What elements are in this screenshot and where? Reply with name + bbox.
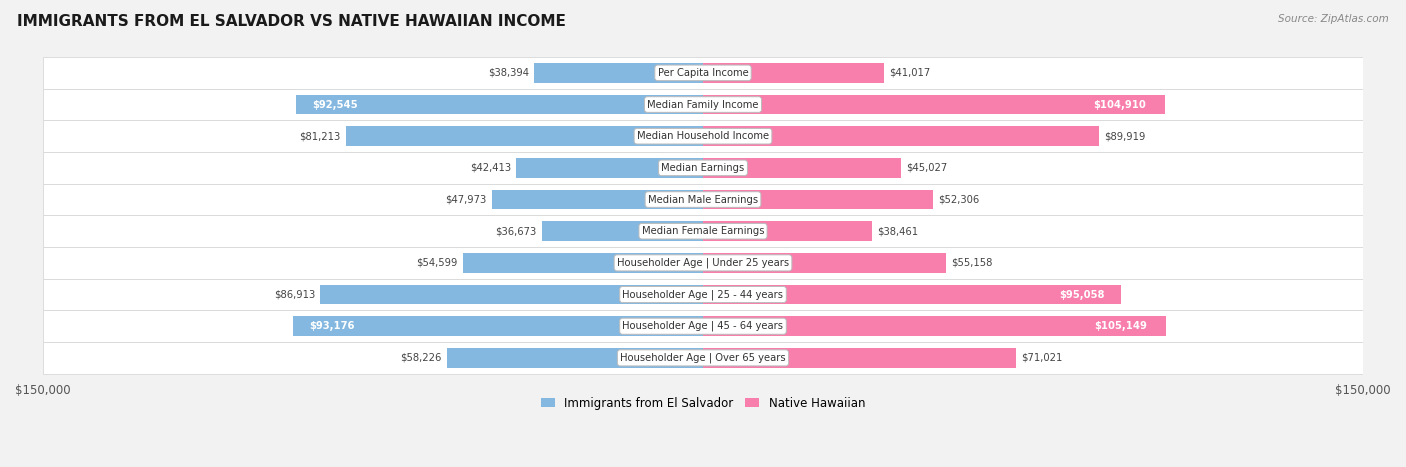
FancyBboxPatch shape — [321, 285, 703, 304]
Text: Per Capita Income: Per Capita Income — [658, 68, 748, 78]
Text: $95,058: $95,058 — [1059, 290, 1105, 299]
Text: $38,394: $38,394 — [488, 68, 529, 78]
Text: $89,919: $89,919 — [1104, 131, 1146, 141]
Text: Median Female Earnings: Median Female Earnings — [641, 226, 765, 236]
Text: $86,913: $86,913 — [274, 290, 315, 299]
FancyBboxPatch shape — [292, 317, 703, 336]
FancyBboxPatch shape — [534, 63, 703, 83]
Text: $47,973: $47,973 — [446, 195, 486, 205]
Text: $58,226: $58,226 — [401, 353, 441, 363]
Text: Median Earnings: Median Earnings — [661, 163, 745, 173]
Text: $54,599: $54,599 — [416, 258, 457, 268]
Text: $104,910: $104,910 — [1094, 99, 1146, 110]
FancyBboxPatch shape — [42, 215, 1364, 247]
FancyBboxPatch shape — [703, 190, 934, 209]
FancyBboxPatch shape — [295, 95, 703, 114]
FancyBboxPatch shape — [42, 89, 1364, 120]
Text: $105,149: $105,149 — [1094, 321, 1147, 331]
FancyBboxPatch shape — [541, 221, 703, 241]
FancyBboxPatch shape — [42, 184, 1364, 215]
Text: Householder Age | 25 - 44 years: Householder Age | 25 - 44 years — [623, 289, 783, 300]
FancyBboxPatch shape — [42, 120, 1364, 152]
FancyBboxPatch shape — [42, 342, 1364, 374]
Text: $36,673: $36,673 — [495, 226, 536, 236]
FancyBboxPatch shape — [703, 158, 901, 177]
Text: Median Male Earnings: Median Male Earnings — [648, 195, 758, 205]
FancyBboxPatch shape — [42, 247, 1364, 279]
Text: $55,158: $55,158 — [950, 258, 993, 268]
FancyBboxPatch shape — [42, 311, 1364, 342]
FancyBboxPatch shape — [703, 285, 1122, 304]
FancyBboxPatch shape — [42, 152, 1364, 184]
Text: Householder Age | 45 - 64 years: Householder Age | 45 - 64 years — [623, 321, 783, 332]
Text: Median Household Income: Median Household Income — [637, 131, 769, 141]
FancyBboxPatch shape — [703, 221, 872, 241]
Text: Median Family Income: Median Family Income — [647, 99, 759, 110]
Text: Householder Age | Over 65 years: Householder Age | Over 65 years — [620, 353, 786, 363]
FancyBboxPatch shape — [703, 253, 946, 273]
FancyBboxPatch shape — [463, 253, 703, 273]
Text: $41,017: $41,017 — [889, 68, 929, 78]
Text: $38,461: $38,461 — [877, 226, 918, 236]
Text: $92,545: $92,545 — [312, 99, 357, 110]
FancyBboxPatch shape — [703, 95, 1164, 114]
FancyBboxPatch shape — [703, 127, 1098, 146]
FancyBboxPatch shape — [703, 348, 1015, 368]
FancyBboxPatch shape — [42, 279, 1364, 311]
FancyBboxPatch shape — [703, 63, 883, 83]
Text: Householder Age | Under 25 years: Householder Age | Under 25 years — [617, 258, 789, 268]
Text: Source: ZipAtlas.com: Source: ZipAtlas.com — [1278, 14, 1389, 24]
Text: IMMIGRANTS FROM EL SALVADOR VS NATIVE HAWAIIAN INCOME: IMMIGRANTS FROM EL SALVADOR VS NATIVE HA… — [17, 14, 565, 29]
FancyBboxPatch shape — [447, 348, 703, 368]
Text: $52,306: $52,306 — [938, 195, 980, 205]
FancyBboxPatch shape — [703, 317, 1166, 336]
FancyBboxPatch shape — [492, 190, 703, 209]
FancyBboxPatch shape — [42, 57, 1364, 89]
Text: $71,021: $71,021 — [1021, 353, 1063, 363]
Text: $45,027: $45,027 — [907, 163, 948, 173]
Legend: Immigrants from El Salvador, Native Hawaiian: Immigrants from El Salvador, Native Hawa… — [536, 392, 870, 414]
Text: $93,176: $93,176 — [309, 321, 354, 331]
FancyBboxPatch shape — [346, 127, 703, 146]
FancyBboxPatch shape — [516, 158, 703, 177]
Text: $81,213: $81,213 — [299, 131, 340, 141]
Text: $42,413: $42,413 — [470, 163, 510, 173]
